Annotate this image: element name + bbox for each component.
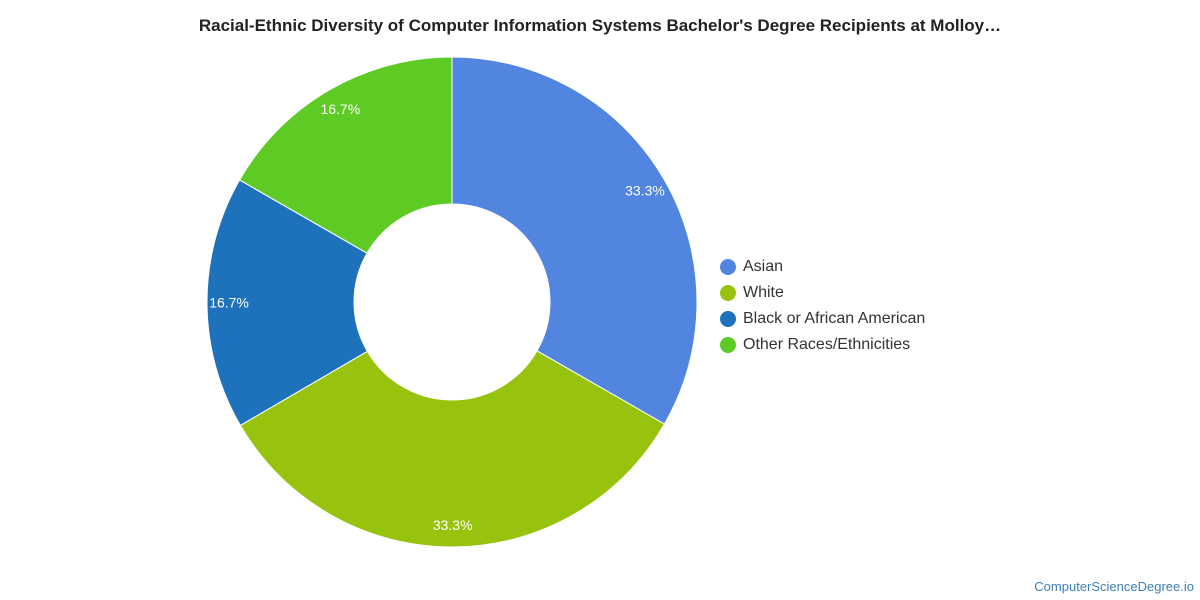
legend-label-other-races-ethnicities: Other Races/Ethnicities [743,336,911,353]
slice-value-label-other-races-ethnicities: 16.7% [320,101,360,117]
legend-item-black-or-african-american[interactable]: Black or African American [720,306,925,332]
legend-label-black-or-african-american: Black or African American [743,310,926,327]
legend-label-white: White [743,284,784,301]
donut-slice-black-or-african-american[interactable] [206,179,369,427]
legend-swatch-white [720,285,736,301]
chart-title: Racial-Ethnic Diversity of Computer Info… [198,16,1002,35]
legend-item-other-races-ethnicities[interactable]: Other Races/Ethnicities [720,332,925,358]
slice-value-label-asian: 33.3% [625,182,665,198]
slice-value-label-white: 33.3% [433,517,473,533]
legend-swatch-asian [720,259,736,275]
legend-label-asian: Asian [743,258,784,275]
source-credit-link[interactable]: ComputerScienceDegree.io [1034,579,1194,594]
legend: Asian White Black or African American Ot… [720,254,925,358]
slice-value-label-black-or-african-american: 16.7% [209,295,249,311]
donut-slice-asian[interactable] [451,56,698,425]
donut-slice-white[interactable] [239,350,666,548]
legend-swatch-other-races-ethnicities [720,337,736,353]
legend-item-white[interactable]: White [720,280,925,306]
legend-swatch-black-or-african-american [720,311,736,327]
donut-slice-other-races-ethnicities[interactable] [238,56,453,254]
legend-item-asian[interactable]: Asian [720,254,925,280]
